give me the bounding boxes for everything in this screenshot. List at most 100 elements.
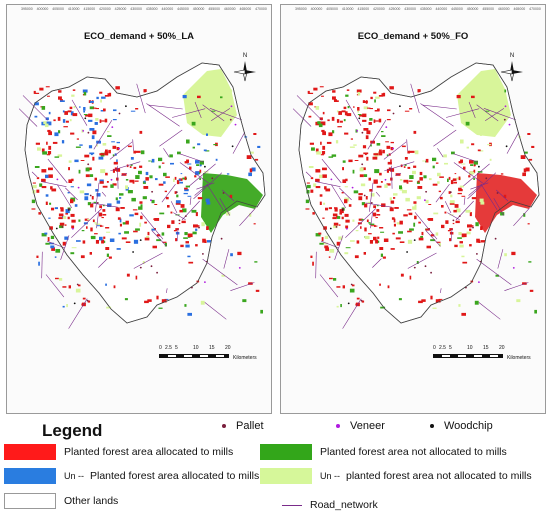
legend-swatch-green xyxy=(260,444,312,460)
forest-patch xyxy=(449,228,453,231)
forest-patch xyxy=(106,306,112,309)
forest-patch xyxy=(191,209,197,213)
forest-patch xyxy=(456,95,461,99)
forest-patch xyxy=(87,202,92,206)
forest-patch xyxy=(405,197,410,202)
woodchip-dot-icon xyxy=(430,424,434,428)
forest-patch xyxy=(48,131,52,136)
forest-patch xyxy=(159,212,165,215)
forest-patch xyxy=(79,144,83,146)
road-segment xyxy=(375,191,381,197)
mill-point xyxy=(342,208,344,210)
forest-patch xyxy=(347,106,350,109)
forest-patch xyxy=(48,174,53,178)
road-segment xyxy=(60,235,70,260)
forest-patch xyxy=(342,285,345,289)
forest-patch xyxy=(406,209,412,211)
forest-patch xyxy=(453,181,457,184)
forest-patch xyxy=(449,202,455,205)
forest-patch xyxy=(95,189,99,192)
mill-point xyxy=(184,215,187,218)
forest-patch xyxy=(153,218,156,220)
forest-patch xyxy=(428,204,432,205)
mill-point xyxy=(211,177,214,180)
forest-patch xyxy=(432,157,437,162)
road-segment xyxy=(453,162,484,184)
forest-patch xyxy=(64,224,67,226)
road-segment xyxy=(204,302,227,320)
road-segment xyxy=(365,202,392,208)
road-segment xyxy=(45,274,65,298)
forest-patch xyxy=(457,192,462,195)
road-segment xyxy=(453,153,479,163)
scale-tick: 10 xyxy=(467,345,473,351)
forest-patch xyxy=(187,163,192,165)
scale-tick: 5 xyxy=(449,345,452,351)
road-segment xyxy=(440,288,442,293)
scale-bar-graphic xyxy=(433,354,503,358)
forest-patch xyxy=(184,232,188,236)
forest-patch xyxy=(458,176,461,181)
forest-patch xyxy=(186,139,190,144)
scale-tick: 15 xyxy=(483,345,489,351)
forest-patch xyxy=(156,295,159,300)
mill-point xyxy=(96,202,99,204)
forest-patch xyxy=(422,160,425,162)
forest-patch xyxy=(384,184,388,188)
forest-patch xyxy=(481,240,485,243)
north-label: N xyxy=(242,53,248,59)
forest-patch xyxy=(99,236,103,241)
forest-patch xyxy=(35,142,40,145)
forest-patch xyxy=(102,185,108,188)
mill-point xyxy=(358,117,361,120)
forest-patch xyxy=(447,178,449,182)
forest-patch xyxy=(527,133,531,135)
forest-patch xyxy=(195,160,200,164)
forest-patch xyxy=(331,154,337,157)
mill-point xyxy=(476,253,478,255)
forest-patch xyxy=(357,114,362,116)
forest-patch xyxy=(444,211,447,214)
forest-patch xyxy=(454,204,459,208)
forest-patch xyxy=(365,135,369,140)
forest-patch xyxy=(495,274,499,277)
forest-patch xyxy=(48,217,51,219)
forest-patch xyxy=(120,207,125,209)
road-segment xyxy=(435,184,450,203)
coordinate-label: 455000 xyxy=(482,7,494,11)
forest-patch xyxy=(176,180,180,185)
forest-patch xyxy=(353,144,357,146)
forest-patch xyxy=(199,160,204,165)
forest-patch xyxy=(364,203,368,208)
road-segment xyxy=(425,230,441,247)
forest-patch xyxy=(523,168,527,173)
forest-patch xyxy=(361,219,364,221)
forest-patch xyxy=(95,118,99,121)
forest-patch xyxy=(192,146,195,149)
scale-unit: Kilometers xyxy=(507,355,531,361)
forest-patch xyxy=(83,114,88,116)
forest-patch xyxy=(390,147,394,151)
road-segment xyxy=(194,101,202,119)
forest-patch xyxy=(315,148,319,153)
forest-patch xyxy=(421,299,426,302)
forest-patch xyxy=(516,299,521,303)
forest-patch xyxy=(62,305,65,308)
forest-patch xyxy=(179,209,183,213)
road-segment xyxy=(151,230,167,247)
forest-patch xyxy=(226,173,230,175)
forest-patch xyxy=(87,300,91,303)
forest-patch xyxy=(459,244,464,248)
forest-patch xyxy=(185,244,190,248)
road-segment xyxy=(315,181,341,187)
forest-patch xyxy=(312,261,314,266)
mill-point xyxy=(204,281,206,283)
road-segment xyxy=(495,189,509,202)
mill-point xyxy=(505,145,508,148)
forest-patch xyxy=(342,179,347,183)
forest-patch xyxy=(425,228,429,231)
forest-patch xyxy=(102,214,107,216)
mill-point xyxy=(230,105,233,108)
forest-patch xyxy=(439,196,443,200)
forest-patch xyxy=(76,240,81,242)
